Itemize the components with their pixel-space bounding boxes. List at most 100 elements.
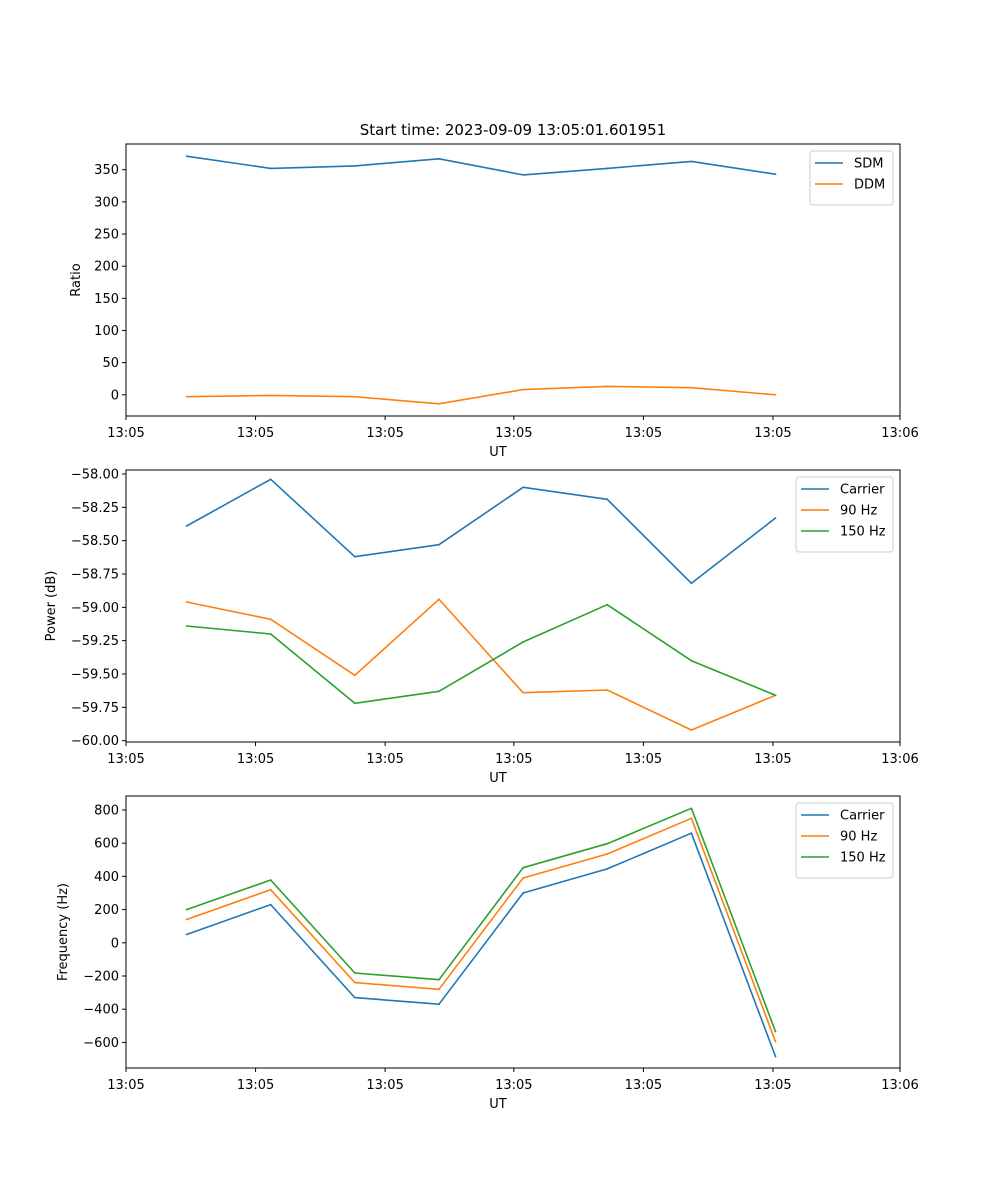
data-point	[353, 395, 356, 398]
x-axis-label: UT	[489, 1097, 507, 1112]
data-point	[774, 1055, 777, 1058]
data-point	[606, 842, 609, 845]
data-point	[774, 393, 777, 396]
y-tick-label: −200	[83, 970, 119, 985]
data-point	[269, 903, 272, 906]
data-point	[690, 729, 693, 731]
chart-3: 13:05 13:05 13:05 13:05 13:05 13:05 13:06 −600 −…	[56, 795, 919, 1112]
data-point	[353, 555, 356, 558]
y-tick-label: 200	[94, 260, 119, 275]
y-tick-label: −58.00	[71, 468, 119, 483]
legend-box	[795, 802, 894, 879]
legend: Carrier 90 Hz 150 Hz	[795, 802, 894, 879]
data-point	[774, 1040, 777, 1043]
data-point	[606, 603, 609, 606]
data-point	[185, 155, 188, 158]
data-point	[690, 386, 693, 389]
data-point	[438, 543, 440, 546]
y-tick-label: −60.00	[71, 734, 119, 749]
data-point	[522, 486, 524, 489]
data-point	[269, 618, 272, 621]
y-tick-label: −58.25	[71, 501, 119, 516]
data-point	[353, 972, 356, 974]
x-tick-label: 13:05	[107, 1078, 144, 1093]
data-point	[353, 981, 356, 984]
data-point	[353, 996, 356, 999]
x-tick-label: 13:05	[366, 1078, 403, 1093]
data-point	[185, 625, 188, 627]
data-point	[690, 807, 693, 810]
data-point	[438, 157, 440, 160]
legend-label: 150 Hz	[840, 851, 886, 866]
data-point	[269, 888, 272, 891]
x-tick-label: 13:05	[237, 752, 274, 767]
y-tick-label: 350	[94, 163, 119, 178]
data-point	[269, 879, 272, 881]
y-tick-label: 300	[94, 195, 119, 210]
legend-label: Carrier	[840, 483, 885, 498]
axes-frame	[125, 469, 901, 743]
legend-label: Carrier	[840, 809, 885, 824]
data-point	[185, 525, 188, 527]
data-point	[438, 1003, 440, 1006]
y-tick-label: −600	[83, 1036, 119, 1051]
data-point	[185, 918, 188, 921]
x-tick-label: 13:06	[881, 752, 918, 767]
data-point	[522, 866, 524, 869]
axes-frame	[125, 795, 901, 1069]
data-point	[269, 167, 272, 170]
x-tick-label: 13:05	[754, 752, 791, 767]
x-tick-label: 13:05	[625, 752, 662, 767]
data-point	[690, 582, 693, 585]
data-point	[438, 978, 440, 981]
data-point	[522, 388, 524, 391]
x-tick-label: 13:06	[881, 1078, 918, 1093]
data-point	[774, 517, 777, 519]
x-tick-label: 13:05	[495, 426, 532, 441]
y-axis-label: Power (dB)	[44, 571, 59, 642]
y-tick-label: −400	[83, 1003, 119, 1018]
x-tick-label: 13:05	[107, 752, 144, 767]
y-tick-label: 100	[94, 324, 119, 339]
series-line-sdm	[186, 155, 776, 176]
x-tick-label: 13:05	[495, 752, 532, 767]
x-tick-label: 13:05	[495, 1078, 532, 1093]
y-tick-label: −59.25	[71, 634, 119, 649]
y-tick-label: 200	[94, 903, 119, 918]
x-tick-label: 13:05	[754, 1078, 791, 1093]
legend-label: SDM	[854, 157, 883, 172]
data-point	[185, 908, 188, 911]
x-tick-label: 13:05	[754, 426, 791, 441]
x-tick-label: 13:05	[366, 426, 403, 441]
legend-label: 150 Hz	[840, 525, 886, 540]
series-line-150-hz	[186, 603, 776, 705]
data-point	[774, 1030, 777, 1033]
data-point	[353, 702, 356, 705]
data-point	[269, 633, 272, 635]
data-point	[522, 641, 524, 643]
data-point	[438, 598, 440, 601]
series-line-150-hz	[186, 807, 777, 1032]
data-point	[269, 478, 272, 481]
y-tick-label: 150	[94, 292, 119, 307]
data-point	[522, 691, 524, 694]
y-tick-label: 600	[94, 837, 119, 852]
legend-label: 90 Hz	[840, 504, 877, 519]
y-tick-label: −59.50	[71, 668, 119, 683]
legend: Carrier 90 Hz 150 Hz	[795, 476, 894, 553]
data-point	[522, 877, 524, 879]
y-tick-label: −58.75	[71, 568, 119, 583]
data-point	[606, 689, 609, 691]
data-point	[438, 988, 440, 991]
data-point	[606, 498, 609, 501]
chart-1: 13:05 13:05 13:05 13:05 13:05 13:05 13:06 0 50 10…	[69, 143, 919, 460]
data-point	[185, 395, 188, 398]
y-tick-label: −59.00	[71, 601, 119, 616]
data-point	[353, 674, 356, 677]
legend-box	[795, 476, 894, 553]
x-tick-label: 13:05	[625, 1078, 662, 1093]
x-tick-label: 13:05	[107, 426, 144, 441]
y-axis-label: Frequency (Hz)	[56, 883, 71, 981]
chart-2: 13:05 13:05 13:05 13:05 13:05 13:05 13:06 −60.0…	[44, 468, 919, 787]
y-axis-label: Ratio	[69, 263, 84, 296]
